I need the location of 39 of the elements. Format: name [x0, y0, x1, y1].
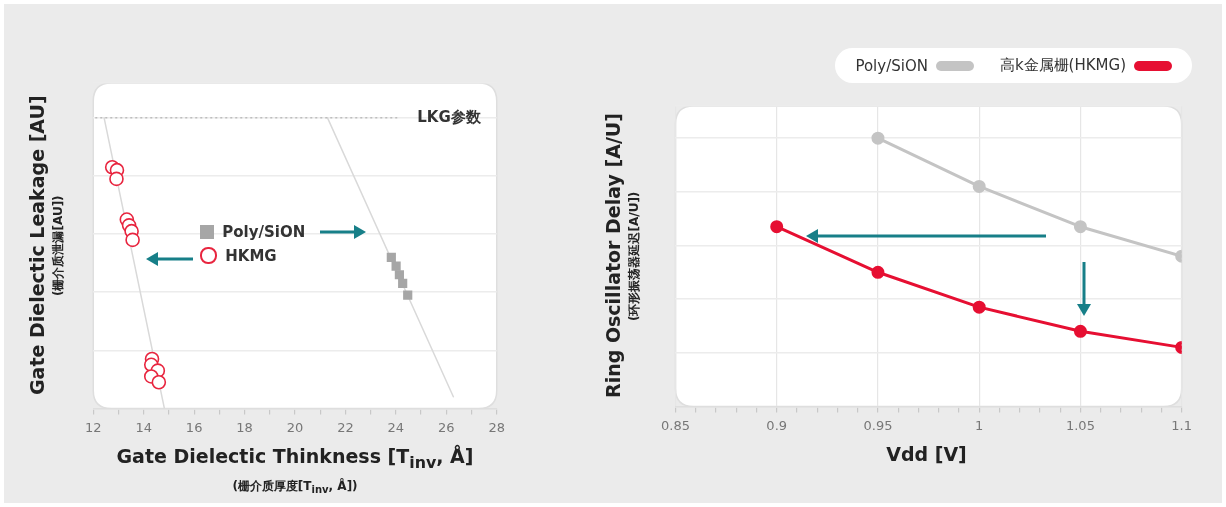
- point: [1073, 220, 1087, 234]
- point: [109, 171, 124, 187]
- y-axis-title: Gate Dielectic Leakage [AU] (栅介质泄漏[AU]): [25, 94, 66, 398]
- x-tick-label: 0.9: [766, 417, 788, 433]
- x-tick-label: 1.05: [1065, 417, 1095, 433]
- ref-line-label: LKG参数: [417, 107, 482, 126]
- point: [386, 252, 396, 262]
- x-tick-label: 1: [975, 417, 984, 433]
- y-axis-title: Ring Oscillator Delay [A/U] (环形振荡器延迟[A/U]): [601, 112, 642, 401]
- x-tick-label: 22: [337, 419, 354, 435]
- point: [151, 374, 167, 390]
- point: [403, 290, 413, 300]
- point: [125, 232, 140, 248]
- point: [871, 265, 885, 279]
- text: Gate Dielectic Thinkness [T$_{inv}$, Å] (栅介质厚度[T$_{inv}$, Å]): [116, 445, 474, 496]
- x-tick-label: 20: [286, 419, 304, 435]
- legend-label: HKMG: [225, 246, 277, 265]
- x-tick-label: 26: [438, 419, 455, 435]
- legend-label: 高k金属栅(HKMG): [999, 56, 1126, 75]
- x-tick-label: 0.95: [863, 417, 893, 433]
- x-tick-label: 28: [488, 419, 505, 435]
- point: [394, 270, 404, 280]
- x-tick-label: 14: [135, 419, 152, 435]
- x-tick-label: 1.1: [1171, 417, 1193, 433]
- x-tick-label: 12: [85, 419, 102, 435]
- x-tick-label: 18: [236, 419, 253, 435]
- point: [770, 220, 784, 234]
- point: [391, 261, 401, 271]
- point: [398, 278, 408, 289]
- x-tick-label: 0.85: [661, 417, 690, 433]
- point: [972, 300, 986, 314]
- x-tick-label: 24: [387, 419, 405, 435]
- legend-label: Poly/SiON: [222, 222, 306, 241]
- point: [972, 179, 986, 193]
- x-tick-label: 16: [185, 419, 203, 435]
- point: [871, 131, 885, 145]
- point: [1073, 324, 1087, 338]
- legend-label: Poly/SiON: [855, 56, 928, 75]
- x-axis-title: Vdd [V]: [885, 442, 968, 467]
